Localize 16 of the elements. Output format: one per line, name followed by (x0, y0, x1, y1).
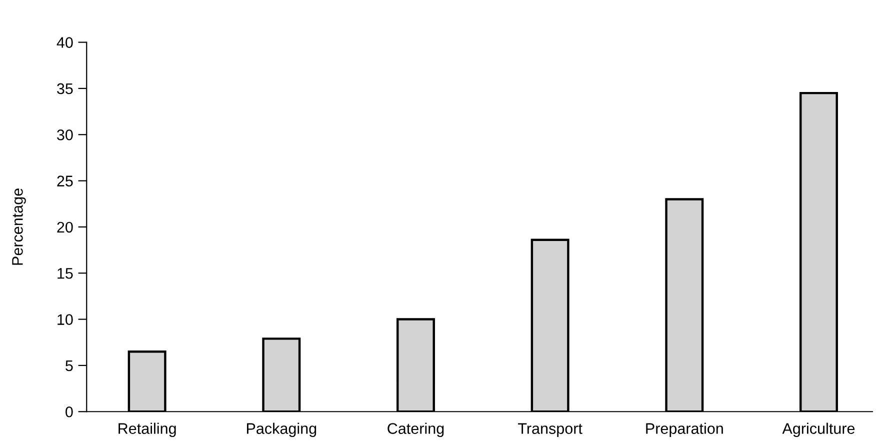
y-axis-title: Percentage (12, 188, 26, 265)
y-tick-label: 20 (57, 222, 73, 233)
x-tick-label: Retailing (118, 422, 176, 437)
y-tick-label: 25 (57, 176, 73, 186)
y-tick-label: 0 (66, 406, 73, 418)
y-tick-label: 10 (58, 314, 73, 325)
y-tick-label: 40 (56, 37, 73, 48)
y-tick-label: 15 (58, 268, 73, 279)
x-tick-label: Preparation (646, 422, 723, 437)
x-tick-label: Packaging (246, 422, 316, 437)
y-tick-label: 35 (57, 83, 73, 94)
y-tick-label: 30 (57, 129, 73, 140)
y-tick-label: 5 (66, 360, 73, 372)
x-tick-label: Catering (388, 422, 444, 437)
x-tick-label: Transport (518, 423, 582, 437)
x-tick-label: Agriculture (782, 422, 855, 437)
